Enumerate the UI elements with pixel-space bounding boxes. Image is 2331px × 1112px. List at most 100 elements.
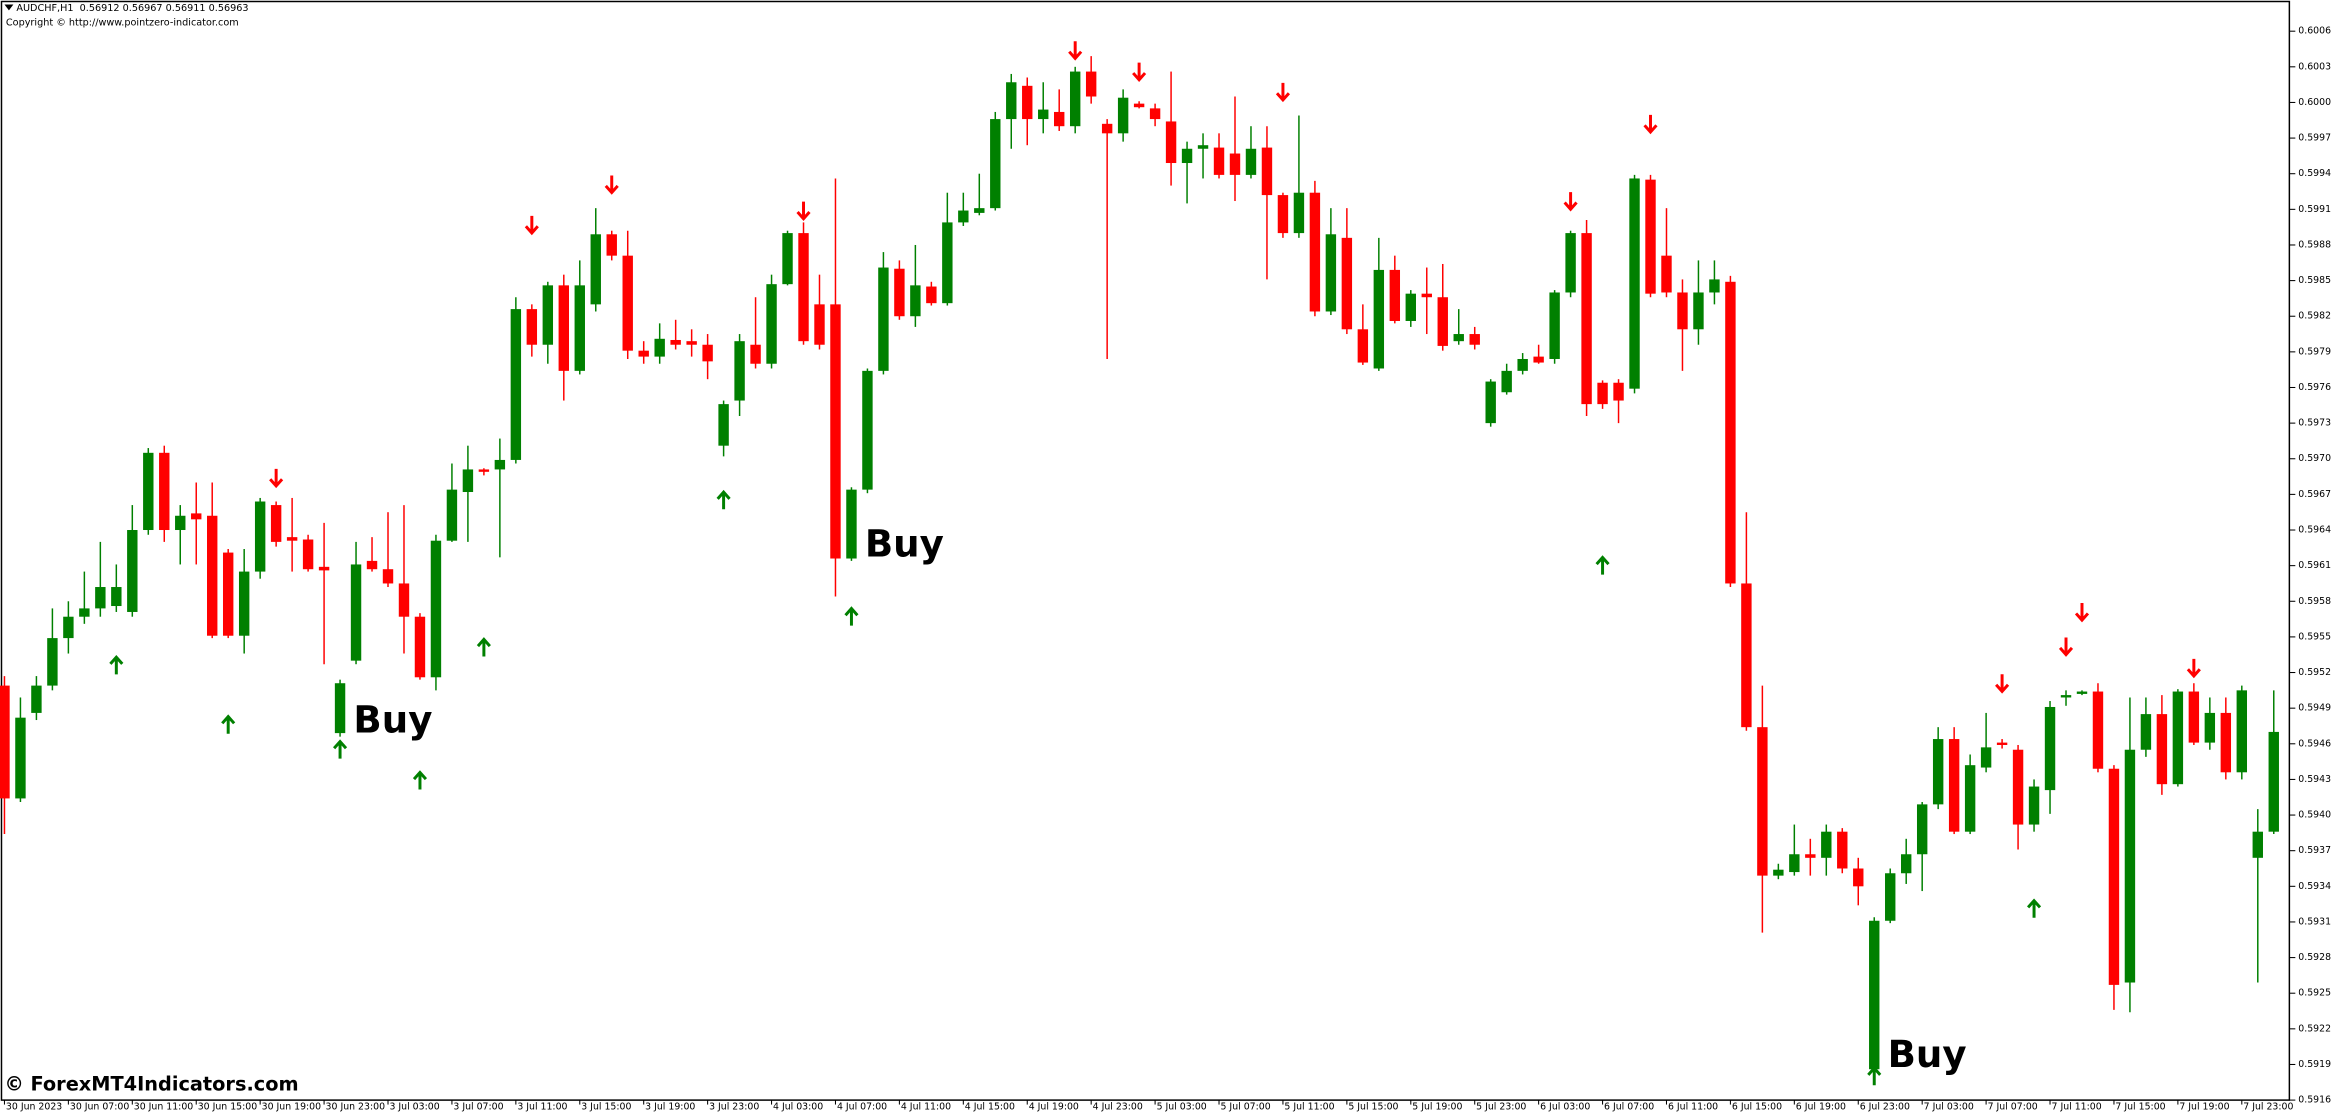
candle-body [798, 233, 809, 342]
candle-body [1133, 103, 1145, 108]
candle-body [1485, 381, 1496, 424]
x-tick-label: 4 Jul 03:00 [773, 1101, 823, 1112]
y-tick-label: 0.59525 [2298, 667, 2331, 678]
candle-body [2252, 831, 2263, 858]
x-tick-label: 4 Jul 07:00 [837, 1101, 887, 1112]
y-tick-label: 0.59585 [2298, 596, 2331, 607]
candle-body [1821, 831, 1832, 858]
x-tick-label: 4 Jul 19:00 [1029, 1101, 1079, 1112]
candle-body [462, 469, 474, 493]
x-tick-label: 6 Jul 19:00 [1796, 1101, 1846, 1112]
x-tick-label: 5 Jul 11:00 [1284, 1101, 1334, 1112]
candle-body [1357, 329, 1369, 363]
x-tick-label: 3 Jul 19:00 [645, 1101, 695, 1112]
candle-body [1405, 293, 1416, 321]
candle-body [1373, 269, 1385, 369]
candle-body [350, 564, 362, 661]
x-tick-label: 30 Jun 11:00 [134, 1101, 194, 1112]
down-arrow [2058, 637, 2074, 657]
candle-body [1501, 370, 1512, 393]
candle-body [143, 452, 154, 531]
candle-body [2204, 712, 2216, 743]
candle-body [1437, 297, 1448, 346]
candle-body [1725, 281, 1736, 584]
candle-body [1741, 583, 1752, 728]
candle-body [1085, 71, 1097, 97]
candle-body [2012, 749, 2024, 825]
candle-body [814, 304, 825, 345]
candle-body [1197, 145, 1209, 149]
down-arrow [524, 215, 539, 236]
candle-body [718, 404, 729, 446]
down-arrow [1995, 674, 2010, 694]
y-tick-label: 0.60005 [2298, 97, 2331, 108]
candle-body [862, 370, 873, 490]
x-tick-label: 5 Jul 19:00 [1412, 1101, 1462, 1112]
candle-body [878, 267, 889, 371]
candle-body [2172, 691, 2184, 785]
x-tick-label: 5 Jul 23:00 [1476, 1101, 1526, 1112]
candle-body [958, 210, 969, 223]
up-arrow [333, 739, 348, 759]
buy-label: Buy [353, 698, 432, 741]
candle-body [1661, 255, 1672, 293]
candle-body [1038, 109, 1049, 120]
candle-body [1980, 747, 1992, 768]
x-tick-label: 5 Jul 03:00 [1157, 1101, 1207, 1112]
y-tick-label: 0.59405 [2298, 810, 2331, 821]
candle-body [175, 515, 186, 531]
candle-body [270, 505, 282, 542]
candle-body [606, 234, 617, 256]
candle-body [366, 560, 378, 570]
candle-body [1645, 179, 1656, 294]
y-tick-label: 0.59705 [2298, 453, 2331, 464]
candle-body [926, 286, 937, 304]
candle-body [910, 285, 921, 317]
candle-body [95, 587, 106, 609]
x-tick-label: 7 Jul 11:00 [2052, 1101, 2102, 1112]
candle-body [382, 569, 394, 584]
candle-body [127, 530, 138, 612]
candle-body [1996, 742, 2008, 745]
y-tick-label: 0.59195 [2298, 1059, 2331, 1070]
y-tick-label: 0.59345 [2298, 881, 2331, 892]
up-arrow [476, 637, 491, 657]
candle-body [2156, 714, 2168, 785]
up-arrow [1867, 1065, 1882, 1086]
candle-body [334, 683, 346, 734]
candle-body [1693, 292, 1704, 330]
y-tick-label: 0.59225 [2298, 1023, 2331, 1034]
candle-body [1932, 739, 1944, 805]
candle-body [2188, 691, 2200, 743]
candle-body [2044, 706, 2056, 791]
candle-body [734, 341, 745, 401]
candle-body [238, 571, 250, 636]
y-tick-label: 0.59675 [2298, 489, 2331, 500]
y-tick-label: 0.59915 [2298, 204, 2331, 215]
candle-body [1421, 293, 1432, 298]
candle-body [574, 285, 585, 371]
x-tick-label: 6 Jul 03:00 [1540, 1101, 1590, 1112]
chart-subtitle: Copyright © http://www.pointzero-indicat… [6, 17, 239, 28]
candle-body [478, 469, 490, 472]
up-arrow [1595, 555, 1610, 575]
candle-body [2060, 695, 2072, 698]
down-arrow [1132, 62, 1147, 82]
up-arrow [716, 489, 731, 510]
candle-body [1805, 854, 1816, 858]
candle-body [1453, 334, 1464, 342]
candle-body [31, 685, 42, 713]
candle-body [1469, 334, 1480, 345]
candle-body [1709, 279, 1720, 293]
down-arrow [269, 468, 284, 489]
candle-body [1597, 382, 1608, 405]
x-tick-label: 3 Jul 03:00 [389, 1101, 439, 1112]
candle-body [286, 537, 298, 541]
candle-body [1022, 85, 1033, 120]
candle-body [590, 234, 601, 305]
candle-body [1389, 269, 1401, 321]
candle-body [398, 583, 410, 617]
x-tick-label: 30 Jun 2023 [6, 1101, 62, 1112]
